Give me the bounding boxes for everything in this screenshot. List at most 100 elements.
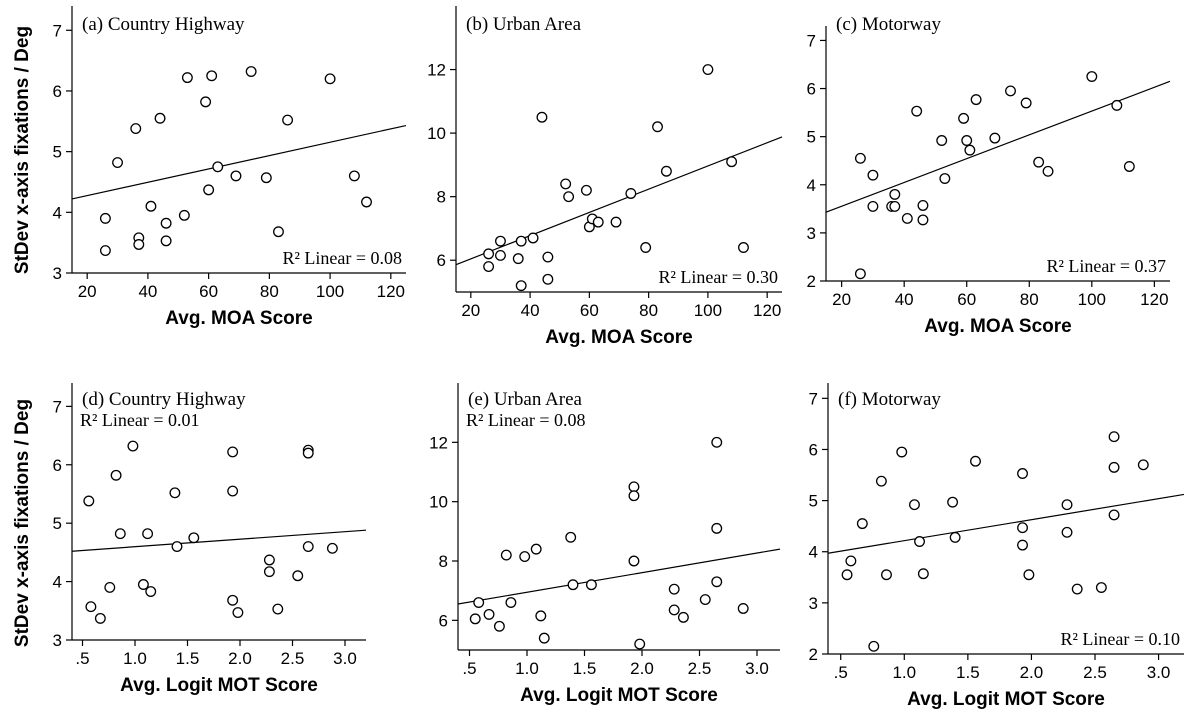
data-point — [348, 170, 360, 182]
y-tick-label: 2 — [807, 272, 816, 291]
x-tick-label: 40 — [138, 282, 157, 301]
x-tick-label: 120 — [753, 301, 781, 320]
data-point — [473, 597, 485, 608]
data-point — [263, 566, 275, 578]
r2-label: R² Linear = 0.08 — [282, 248, 402, 268]
data-point — [592, 216, 604, 228]
data-point — [1020, 97, 1032, 109]
x-tick-label: 2.0 — [630, 659, 654, 678]
data-point — [142, 528, 154, 540]
data-point — [203, 184, 215, 196]
data-point — [495, 235, 506, 247]
x-tick-label: 1.0 — [123, 649, 147, 668]
x-axis-label: Avg. Logit MOT Score — [907, 689, 1105, 710]
data-point — [1042, 165, 1054, 177]
y-tick-label: 10 — [427, 124, 446, 143]
data-point — [652, 121, 663, 133]
data-point — [914, 536, 925, 547]
x-tick-label: 3.0 — [745, 659, 769, 678]
data-point — [1108, 509, 1120, 521]
r2-label: R² Linear = 0.37 — [1046, 256, 1166, 276]
r2-label: R² Linear = 0.01 — [80, 410, 200, 430]
x-tick-label: 20 — [832, 290, 851, 309]
data-point — [469, 613, 481, 625]
data-point — [188, 532, 200, 544]
data-point — [917, 200, 929, 211]
data-point — [110, 469, 122, 481]
data-point — [585, 579, 597, 591]
data-point — [947, 496, 959, 508]
data-point — [1033, 156, 1045, 168]
y-tick-label: 7 — [53, 397, 62, 416]
data-point — [964, 144, 976, 156]
y-tick-label: 5 — [53, 143, 62, 162]
data-point — [112, 157, 123, 169]
data-point — [302, 447, 314, 459]
data-point — [169, 487, 181, 499]
data-point — [677, 611, 689, 623]
data-point — [854, 268, 866, 280]
data-point — [527, 232, 539, 244]
data-point — [282, 114, 294, 126]
data-point — [535, 610, 547, 622]
panel-title: (a) Country Highway — [82, 14, 245, 35]
data-point — [324, 73, 336, 85]
panel-title: (e) Urban Area — [468, 389, 583, 410]
x-tick-label: 2.5 — [281, 649, 305, 668]
panel-title: (f) Motorway — [838, 389, 941, 410]
data-point — [970, 94, 982, 106]
data-point — [845, 555, 857, 567]
fit-line — [457, 548, 781, 605]
data-point — [1017, 539, 1028, 551]
data-point — [505, 597, 517, 608]
data-point — [896, 446, 908, 458]
x-tick-label: 3.0 — [1147, 663, 1171, 682]
data-point — [1023, 569, 1035, 581]
data-point — [273, 226, 284, 238]
data-point — [515, 235, 527, 247]
y-tick-label: 6 — [809, 440, 818, 459]
data-point — [610, 216, 622, 228]
data-point — [567, 579, 579, 591]
data-point — [668, 583, 680, 595]
fit-line — [827, 493, 1185, 554]
data-point — [542, 251, 554, 263]
data-point — [668, 604, 680, 616]
data-point — [272, 603, 284, 615]
data-point — [326, 542, 338, 554]
data-point — [560, 178, 572, 190]
data-point — [1017, 522, 1028, 534]
data-point — [939, 173, 951, 184]
x-tick-label: 1.0 — [892, 663, 916, 682]
data-point — [867, 169, 879, 181]
x-tick-label: 60 — [957, 290, 976, 309]
data-point — [702, 64, 714, 76]
data-point — [130, 123, 142, 135]
y-tick-label: 4 — [53, 203, 62, 222]
panel-d: 3 4 5 6 7 .5 1.0 1.5 2.0 2.5 3.0 Avg. Logit MOT Sco… — [53, 383, 367, 696]
data-point — [917, 214, 929, 226]
data-point — [660, 165, 672, 177]
data-point — [483, 608, 495, 620]
data-point — [881, 569, 892, 581]
data-point — [1071, 583, 1083, 595]
data-point — [83, 495, 95, 507]
data-point — [949, 531, 961, 543]
x-tick-label: 2.0 — [1020, 663, 1044, 682]
data-point — [711, 576, 723, 588]
x-tick-label: 2.5 — [1083, 663, 1107, 682]
panel-title: (b) Urban Area — [466, 14, 582, 35]
data-point — [1095, 582, 1107, 593]
data-point — [515, 280, 527, 292]
y-tick-label: 5 — [809, 492, 818, 511]
data-point — [206, 70, 218, 82]
data-point — [868, 640, 880, 652]
x-tick-label: 100 — [316, 282, 344, 301]
data-point — [628, 555, 640, 567]
x-tick-label: 60 — [580, 301, 599, 320]
y-tick-label: 12 — [427, 61, 446, 80]
data-point — [628, 481, 640, 493]
data-point — [137, 579, 149, 590]
data-point — [178, 209, 190, 221]
